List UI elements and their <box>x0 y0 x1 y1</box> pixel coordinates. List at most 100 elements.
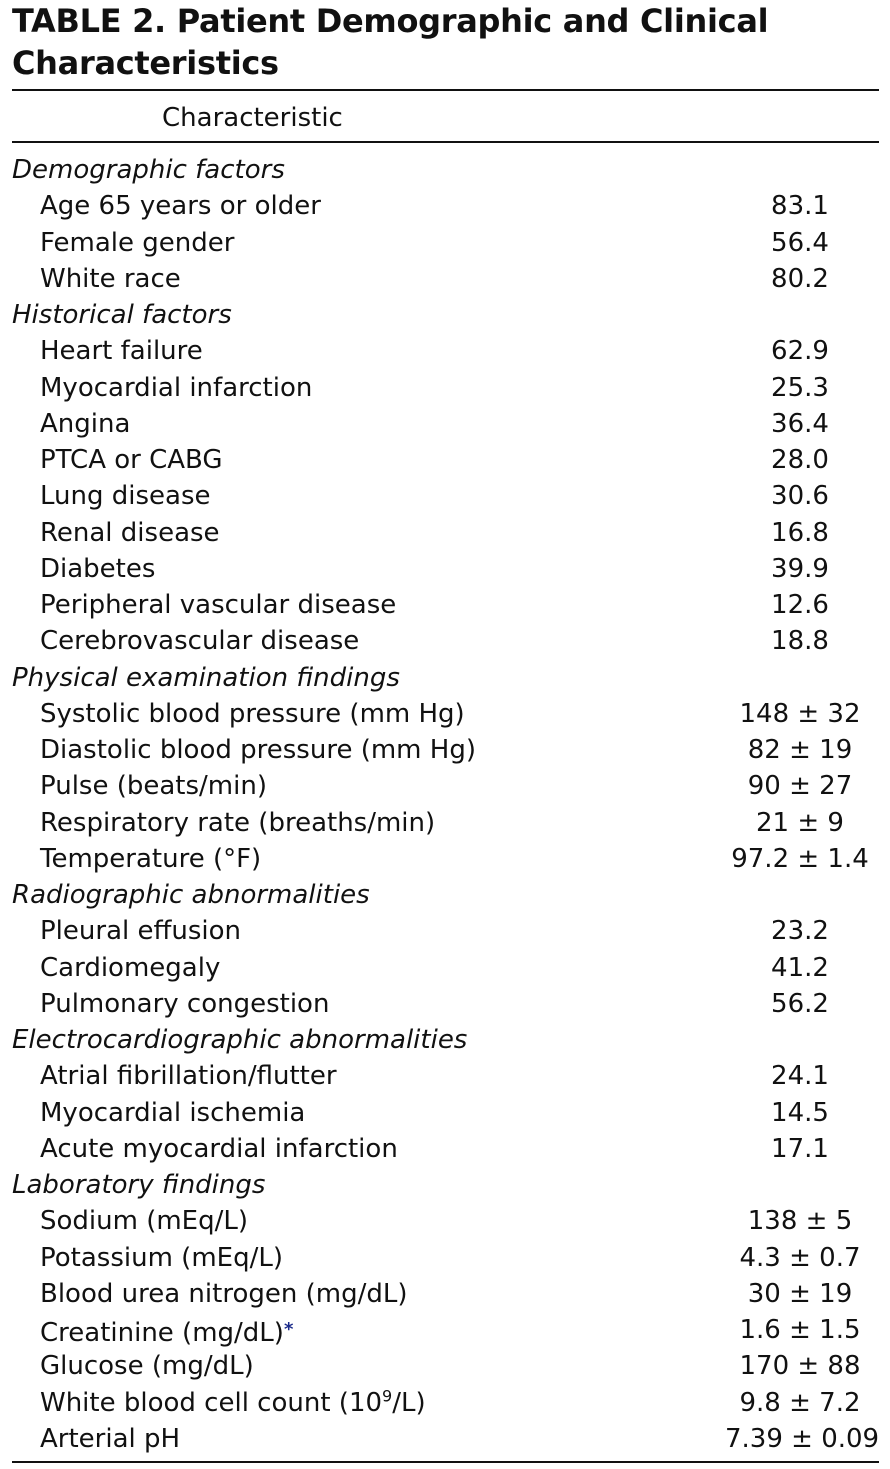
table-row: Peripheral vascular disease 12.6 <box>12 587 879 623</box>
row-value: 56.2 <box>771 988 829 1019</box>
table-row: Pleural effusion 23.2 <box>12 913 879 949</box>
table-row: Atrial fibrillation/flutter 24.1 <box>12 1058 879 1094</box>
row-label: Cardiomegaly <box>12 953 220 983</box>
row-value: 39.9 <box>771 553 829 584</box>
row-value: 41.2 <box>771 952 829 983</box>
row-label: Age 65 years or older <box>12 191 321 221</box>
row-label: Myocardial infarction <box>12 373 312 403</box>
table-row: Myocardial ischemia 14.5 <box>12 1095 879 1131</box>
row-label: Peripheral vascular disease <box>12 590 396 620</box>
row-value: 148 ± 32 <box>739 698 861 729</box>
row-value: 138 ± 5 <box>747 1206 853 1237</box>
header-rule <box>12 141 879 143</box>
table-row: Glucose (mg/dL) 170 ± 88 <box>12 1348 879 1384</box>
row-label-text: Laboratory findings <box>12 1170 266 1200</box>
section-header: Laboratory findings <box>12 1167 879 1203</box>
section-label: Electrocardiographic abnormalities <box>12 1025 467 1055</box>
row-label-text: Myocardial ischemia <box>40 1097 306 1128</box>
row-value: 9.8 ± 7.2 <box>739 1387 861 1418</box>
row-value: 7.39 ± 0.09 <box>725 1423 880 1454</box>
row-label-text: Peripheral vascular disease <box>40 590 397 620</box>
exponent-superscript: 9 <box>382 1385 393 1405</box>
row-label: Arterial pH <box>12 1424 180 1454</box>
row-label: Sodium (mEq/L) <box>12 1206 248 1236</box>
row-label: Pulmonary congestion <box>12 989 329 1019</box>
row-label-text: White blood cell count (10 <box>40 1387 383 1418</box>
row-label: White blood cell count (109/L) <box>12 1385 426 1418</box>
row-value: 1.6 ± 1.5 <box>739 1315 861 1345</box>
table-row: White blood cell count (109/L) 9.8 ± 7.2 <box>12 1385 879 1421</box>
section-label: Laboratory findings <box>12 1170 265 1200</box>
row-label-text: Radiographic abnormalities <box>12 880 370 910</box>
table-title: TABLE 2. Patient Demographic and Clinica… <box>12 2 769 82</box>
row-label: Temperature (°F) <box>12 844 261 874</box>
row-label: Potassium (mEq/L) <box>12 1243 283 1273</box>
row-value: 28.0 <box>771 445 829 475</box>
table-row: Arterial pH 7.39 ± 0.09 <box>12 1421 879 1457</box>
table-row: Lung disease 30.6 <box>12 478 879 514</box>
row-value: 23.2 <box>771 916 829 947</box>
row-value: 36.4 <box>771 408 829 439</box>
row-label-text: Age 65 years or older <box>40 191 321 222</box>
row-label-text: Atrial fibrillation/flutter <box>40 1061 337 1092</box>
table-row: Diastolic blood pressure (mm Hg) 82 ± 19 <box>12 732 879 768</box>
section-header: Radiographic abnormalities <box>12 877 879 913</box>
row-label-text: Electrocardiographic abnormalities <box>12 1025 468 1055</box>
section-label: Radiographic abnormalities <box>12 880 370 910</box>
table-row: Female gender 56.4 <box>12 225 879 261</box>
row-label-text: Historical factors <box>12 300 232 330</box>
row-label-text: Cardiomegaly <box>40 952 221 983</box>
row-label-text: Heart failure <box>40 336 203 367</box>
row-label-text: Renal disease <box>40 517 220 548</box>
row-label: Diastolic blood pressure (mm Hg) <box>12 735 476 765</box>
row-label-text: Glucose (mg/dL) <box>40 1351 254 1382</box>
row-label: Atrial fibrillation/flutter <box>12 1061 337 1091</box>
row-value: 12.6 <box>771 590 829 620</box>
row-label-text: Diastolic blood pressure (mm Hg) <box>40 735 476 765</box>
row-value: 30.6 <box>771 481 829 512</box>
section-header: Historical factors <box>12 297 879 333</box>
table-row: Cerebrovascular disease 18.8 <box>12 623 879 659</box>
row-label: Creatinine (mg/dL)* <box>12 1318 293 1348</box>
row-label-text: Arterial pH <box>40 1423 181 1454</box>
table-row: Blood urea nitrogen (mg/dL) 30 ± 19 <box>12 1276 879 1312</box>
table-body: Demographic factors Age 65 years or older… <box>12 152 879 1457</box>
row-label: Heart failure <box>12 336 203 366</box>
row-label: Angina <box>12 409 130 439</box>
column-header-characteristic: Characteristic <box>162 103 343 133</box>
row-label: Systolic blood pressure (mm Hg) <box>12 699 465 729</box>
row-label-text: Physical examination findings <box>12 662 400 693</box>
section-label: Demographic factors <box>12 155 285 185</box>
row-value: 56.4 <box>771 227 829 258</box>
row-value: 83.1 <box>771 191 829 222</box>
table-row: Cardiomegaly 41.2 <box>12 950 879 986</box>
table-row: Systolic blood pressure (mm Hg) 148 ± 32 <box>12 696 879 732</box>
table-row: Sodium (mEq/L) 138 ± 5 <box>12 1203 879 1239</box>
row-value: 82 ± 19 <box>747 735 853 765</box>
row-label: Cerebrovascular disease <box>12 626 359 656</box>
table-row: Pulse (beats/min) 90 ± 27 <box>12 768 879 804</box>
table-row: Acute myocardial infarction 17.1 <box>12 1131 879 1167</box>
row-label-text: Creatinine (mg/dL) <box>40 1318 284 1348</box>
row-label: Lung disease <box>12 481 211 511</box>
table-row: Creatinine (mg/dL)* 1.6 ± 1.5 <box>12 1312 879 1348</box>
section-header: Physical examination findings <box>12 660 879 696</box>
row-label-text: Potassium (mEq/L) <box>40 1242 283 1273</box>
row-value: 14.5 <box>771 1097 829 1128</box>
row-label-text: Temperature (°F) <box>40 843 262 874</box>
table-row: PTCA or CABG 28.0 <box>12 442 879 478</box>
row-label-text: Cerebrovascular disease <box>40 626 360 657</box>
table-row: Age 65 years or older 83.1 <box>12 188 879 224</box>
table-row: Diabetes 39.9 <box>12 551 879 587</box>
row-label-text: Lung disease <box>40 481 211 512</box>
row-label-text: Pulse (beats/min) <box>40 771 267 802</box>
row-label: Renal disease <box>12 518 220 548</box>
row-label-suffix: /L) <box>392 1387 426 1418</box>
row-label: Respiratory rate (breaths/min) <box>12 808 435 838</box>
row-label-text: White race <box>40 263 181 294</box>
row-label-text: Pulmonary congestion <box>40 988 330 1019</box>
section-label: Physical examination findings <box>12 663 400 693</box>
row-label-text: Demographic factors <box>12 155 285 185</box>
table-row: Potassium (mEq/L) 4.3 ± 0.7 <box>12 1240 879 1276</box>
bottom-rule <box>12 1461 879 1463</box>
